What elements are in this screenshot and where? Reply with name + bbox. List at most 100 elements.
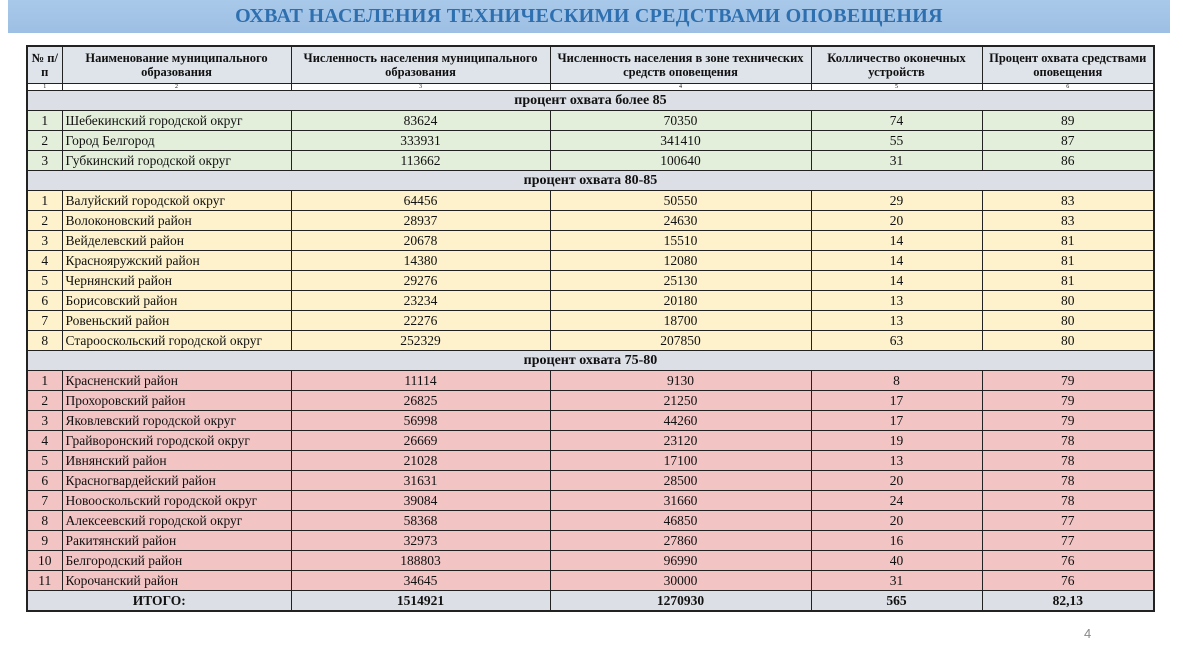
row-number: 5 [26, 270, 63, 291]
coverage-percent: 78 [981, 430, 1155, 451]
population: 58368 [290, 510, 551, 531]
table-body: процент охвата более 85 1 Шебекинский горо… [26, 90, 1155, 591]
table-row: 8 Старооскольский городской округ 252329 20… [26, 330, 1155, 351]
municipality-name: Краснояружский район [61, 250, 292, 271]
table-row: 1 Валуйский городской округ 64456 50550 29 83 [26, 190, 1155, 211]
device-count: 17 [810, 390, 983, 411]
table-row: 5 Ивнянский район 21028 17100 13 78 [26, 450, 1155, 471]
population: 28937 [290, 210, 551, 231]
row-number: 4 [26, 250, 63, 271]
row-number: 1 [26, 370, 63, 391]
table-row: 5 Чернянский район 29276 25130 14 81 [26, 270, 1155, 291]
column-number: 2 [61, 83, 292, 91]
population: 56998 [290, 410, 551, 431]
covered-population: 96990 [549, 550, 812, 571]
municipality-name: Вейделевский район [61, 230, 292, 251]
municipality-name: Губкинский городской округ [61, 150, 292, 171]
population: 32973 [290, 530, 551, 551]
population: 83624 [290, 110, 551, 131]
coverage-percent: 83 [981, 210, 1155, 231]
header-covered-population: Численность населения в зоне технических… [549, 45, 812, 84]
table-row: 8 Алексеевский городской округ 58368 46850 2… [26, 510, 1155, 531]
municipality-name: Ивнянский район [61, 450, 292, 471]
row-number: 6 [26, 470, 63, 491]
coverage-percent: 79 [981, 390, 1155, 411]
row-number: 10 [26, 550, 63, 571]
coverage-percent: 80 [981, 290, 1155, 311]
device-count: 20 [810, 510, 983, 531]
device-count: 8 [810, 370, 983, 391]
device-count: 13 [810, 290, 983, 311]
coverage-percent: 87 [981, 130, 1155, 151]
covered-population: 70350 [549, 110, 812, 131]
municipality-name: Корочанский район [61, 570, 292, 591]
header-population: Численность населения муниципального обр… [290, 45, 551, 84]
table-row: 7 Новооскольский городской округ 39084 3166… [26, 490, 1155, 511]
device-count: 13 [810, 450, 983, 471]
row-number: 1 [26, 110, 63, 131]
row-number: 3 [26, 410, 63, 431]
row-number: 3 [26, 150, 63, 171]
municipality-name: Волоконовский район [61, 210, 292, 231]
header-row: № п/п Наименование муниципального образо… [26, 45, 1155, 84]
table-row: 4 Краснояружский район 14380 12080 14 81 [26, 250, 1155, 271]
municipality-name: Ровеньский район [61, 310, 292, 331]
coverage-percent: 80 [981, 310, 1155, 331]
coverage-percent: 79 [981, 410, 1155, 431]
population: 20678 [290, 230, 551, 251]
coverage-table: № п/п Наименование муниципального образо… [26, 45, 1155, 612]
device-count: 31 [810, 570, 983, 591]
covered-population: 17100 [549, 450, 812, 471]
covered-population: 31660 [549, 490, 812, 511]
row-number: 3 [26, 230, 63, 251]
device-count: 16 [810, 530, 983, 551]
row-number: 5 [26, 450, 63, 471]
municipality-name: Яковлевский городской округ [61, 410, 292, 431]
total-label: ИТОГО: [26, 590, 292, 612]
coverage-percent: 86 [981, 150, 1155, 171]
municipality-name: Прохоровский район [61, 390, 292, 411]
device-count: 63 [810, 330, 983, 351]
population: 11114 [290, 370, 551, 391]
device-count: 14 [810, 250, 983, 271]
table-row: 2 Прохоровский район 26825 21250 17 79 [26, 390, 1155, 411]
device-count: 55 [810, 130, 983, 151]
population: 23234 [290, 290, 551, 311]
row-number: 4 [26, 430, 63, 451]
section-header-row: процент охвата более 85 [26, 90, 1155, 111]
covered-population: 23120 [549, 430, 812, 451]
header-name: Наименование муниципального образования [61, 45, 292, 84]
slide-title-bar: ОХВАТ НАСЕЛЕНИЯ ТЕХНИЧЕСКИМИ СРЕДСТВАМИ … [8, 0, 1170, 33]
device-count: 14 [810, 230, 983, 251]
coverage-percent: 78 [981, 470, 1155, 491]
table-row: 3 Вейделевский район 20678 15510 14 81 [26, 230, 1155, 251]
table-row: 9 Ракитянский район 32973 27860 16 77 [26, 530, 1155, 551]
header-number: № п/п [26, 45, 63, 84]
header-devices: Колличество оконечных устройств [810, 45, 983, 84]
coverage-percent: 89 [981, 110, 1155, 131]
table-row: 1 Шебекинский городской округ 83624 70350 74… [26, 110, 1155, 131]
municipality-name: Новооскольский городской округ [61, 490, 292, 511]
device-count: 20 [810, 470, 983, 491]
covered-population: 25130 [549, 270, 812, 291]
row-number: 1 [26, 190, 63, 211]
page-number: 4 [1084, 626, 1092, 641]
coverage-percent: 81 [981, 270, 1155, 291]
population: 26825 [290, 390, 551, 411]
municipality-name: Шебекинский городской округ [61, 110, 292, 131]
row-number: 2 [26, 390, 63, 411]
covered-population: 9130 [549, 370, 812, 391]
column-number-row: 1 2 3 4 5 6 [26, 83, 1155, 91]
covered-population: 341410 [549, 130, 812, 151]
device-count: 17 [810, 410, 983, 431]
total-percent: 82,13 [981, 590, 1155, 612]
coverage-percent: 79 [981, 370, 1155, 391]
device-count: 14 [810, 270, 983, 291]
device-count: 40 [810, 550, 983, 571]
coverage-percent: 76 [981, 550, 1155, 571]
device-count: 13 [810, 310, 983, 331]
population: 188803 [290, 550, 551, 571]
covered-population: 50550 [549, 190, 812, 211]
row-number: 11 [26, 570, 63, 591]
column-number: 3 [290, 83, 551, 91]
